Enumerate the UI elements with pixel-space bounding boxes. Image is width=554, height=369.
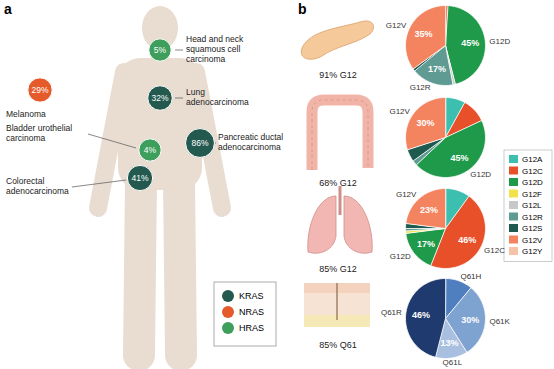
svg-text:Colorectaladenocarcinoma: Colorectaladenocarcinoma bbox=[6, 176, 69, 196]
svg-text:91% G12: 91% G12 bbox=[319, 70, 357, 80]
svg-text:Head and necksquamous cellcarc: Head and necksquamous cellcarcinoma bbox=[186, 34, 244, 64]
svg-text:32%: 32% bbox=[151, 93, 168, 103]
svg-text:G12D: G12D bbox=[522, 178, 543, 187]
svg-text:41%: 41% bbox=[131, 173, 148, 183]
svg-text:35%: 35% bbox=[414, 29, 432, 39]
svg-text:G12D: G12D bbox=[489, 37, 510, 46]
svg-text:G12R: G12R bbox=[522, 213, 543, 222]
svg-text:G12C: G12C bbox=[522, 167, 543, 176]
svg-text:68% G12: 68% G12 bbox=[319, 178, 357, 188]
svg-text:G12R: G12R bbox=[410, 83, 431, 92]
svg-text:G12D: G12D bbox=[390, 252, 411, 261]
svg-text:NRAS: NRAS bbox=[239, 307, 264, 317]
svg-text:23%: 23% bbox=[420, 205, 438, 215]
svg-text:G12A: G12A bbox=[522, 155, 543, 164]
svg-text:85% G12: 85% G12 bbox=[319, 264, 357, 274]
svg-text:HRAS: HRAS bbox=[239, 323, 264, 333]
svg-text:G12V: G12V bbox=[396, 190, 417, 199]
svg-text:Q61R: Q61R bbox=[381, 308, 402, 317]
svg-text:45%: 45% bbox=[461, 38, 479, 48]
svg-text:17%: 17% bbox=[428, 64, 446, 74]
svg-text:Melanoma: Melanoma bbox=[6, 109, 46, 119]
svg-text:KRAS: KRAS bbox=[239, 291, 264, 301]
svg-text:Lungadenocarcinoma: Lungadenocarcinoma bbox=[186, 87, 249, 107]
svg-text:Q61H: Q61H bbox=[460, 272, 481, 281]
svg-text:86%: 86% bbox=[191, 138, 208, 148]
svg-text:5%: 5% bbox=[154, 45, 167, 55]
svg-text:85% Q61: 85% Q61 bbox=[319, 340, 357, 350]
svg-text:30%: 30% bbox=[416, 118, 434, 128]
svg-text:46%: 46% bbox=[458, 235, 476, 245]
svg-text:46%: 46% bbox=[412, 310, 430, 320]
svg-text:Bladder urothelialcarcinoma: Bladder urothelialcarcinoma bbox=[6, 123, 72, 143]
svg-text:4%: 4% bbox=[144, 145, 157, 155]
svg-text:17%: 17% bbox=[417, 239, 435, 249]
svg-text:Q61K: Q61K bbox=[489, 317, 510, 326]
svg-text:Pancreatic ductaladenocarcinom: Pancreatic ductaladenocarcinoma bbox=[218, 132, 283, 152]
svg-text:G12L: G12L bbox=[522, 201, 542, 210]
svg-text:G12D: G12D bbox=[470, 170, 491, 179]
svg-text:G12F: G12F bbox=[522, 190, 542, 199]
svg-text:G12C: G12C bbox=[484, 246, 505, 255]
svg-text:29%: 29% bbox=[31, 85, 48, 95]
svg-text:30%: 30% bbox=[461, 315, 479, 325]
svg-text:G12S: G12S bbox=[522, 224, 542, 233]
svg-text:G12V: G12V bbox=[389, 107, 410, 116]
svg-text:Q61L: Q61L bbox=[443, 358, 463, 367]
svg-text:G12V: G12V bbox=[386, 21, 407, 30]
svg-text:G12Y: G12Y bbox=[522, 247, 543, 256]
svg-text:b: b bbox=[298, 1, 307, 17]
svg-text:13%: 13% bbox=[440, 338, 458, 348]
svg-text:a: a bbox=[4, 1, 12, 17]
svg-text:45%: 45% bbox=[450, 153, 468, 163]
svg-text:G12V: G12V bbox=[522, 236, 543, 245]
